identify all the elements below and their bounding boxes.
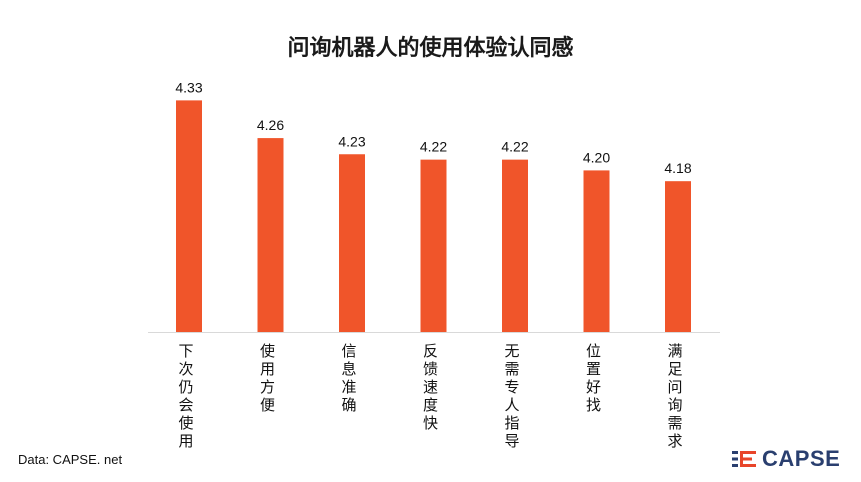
bar-5 bbox=[583, 170, 610, 332]
bar-6 bbox=[665, 181, 691, 332]
data-source: Data: CAPSE. net bbox=[18, 452, 123, 467]
category-label-4: 无需专人指导 bbox=[504, 342, 519, 450]
chart-title: 问询机器人的使用体验认同感 bbox=[287, 36, 574, 61]
category-label-0: 下次仍会使用 bbox=[178, 342, 193, 450]
category-label-6: 满足问询需求 bbox=[667, 342, 682, 450]
bar-1 bbox=[257, 138, 284, 332]
value-label-5: 4.20 bbox=[583, 149, 610, 165]
value-label-2: 4.23 bbox=[338, 133, 365, 149]
logo-text: CAPSE bbox=[762, 446, 841, 471]
category-label-3: 反馈速度快 bbox=[423, 342, 438, 432]
bar-4 bbox=[502, 159, 528, 332]
value-label-1: 4.26 bbox=[257, 117, 284, 133]
value-label-0: 4.33 bbox=[175, 79, 202, 95]
value-label-3: 4.22 bbox=[420, 139, 447, 155]
category-label-1: 使用方便 bbox=[260, 342, 275, 414]
bar-3 bbox=[420, 159, 447, 332]
capse-logo-icon bbox=[732, 451, 756, 467]
capse-logo: CAPSE bbox=[732, 446, 841, 471]
value-label-6: 4.18 bbox=[664, 160, 691, 176]
bar-2 bbox=[339, 154, 365, 332]
value-label-4: 4.22 bbox=[501, 139, 528, 155]
category-label-5: 位置好找 bbox=[586, 342, 601, 414]
category-label-2: 信息准确 bbox=[341, 342, 356, 414]
bar-0 bbox=[176, 100, 202, 333]
